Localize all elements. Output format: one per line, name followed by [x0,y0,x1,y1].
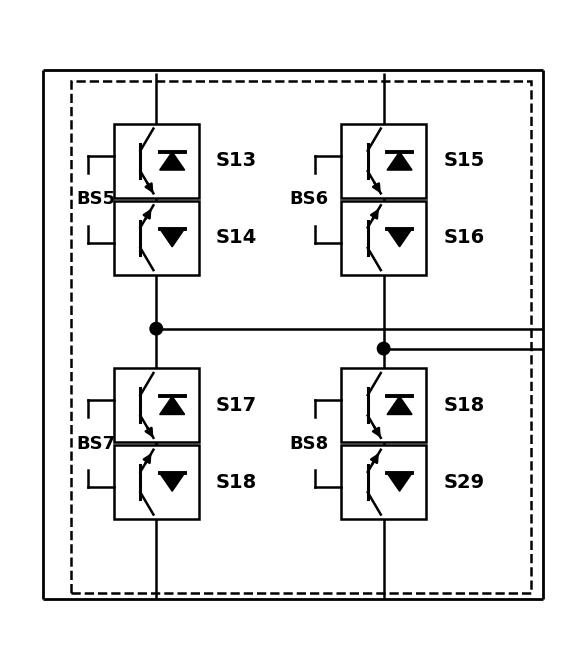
Polygon shape [160,473,185,491]
Text: S14: S14 [216,228,257,247]
Text: BS5: BS5 [77,190,116,208]
Bar [114,124,199,198]
Text: BS8: BS8 [290,435,329,453]
Polygon shape [160,396,185,414]
Text: S16: S16 [443,228,484,247]
Polygon shape [387,396,412,414]
Bar [71,82,532,593]
Circle shape [377,342,390,355]
Polygon shape [160,229,185,247]
Text: S29: S29 [443,473,484,492]
Bar [341,201,426,274]
Bar [341,124,426,198]
Text: S18: S18 [443,396,484,415]
Bar [341,369,426,442]
Polygon shape [160,152,185,170]
Bar [114,201,199,274]
Polygon shape [387,152,412,170]
Polygon shape [387,473,412,491]
Bar [341,445,426,519]
Text: S17: S17 [216,396,257,415]
Bar [114,445,199,519]
Circle shape [150,322,162,335]
Text: BS7: BS7 [77,435,116,453]
Polygon shape [387,229,412,247]
Text: S18: S18 [216,473,257,492]
Text: BS6: BS6 [290,190,329,208]
Text: S15: S15 [443,151,484,170]
Bar [114,369,199,442]
Text: S13: S13 [216,151,257,170]
